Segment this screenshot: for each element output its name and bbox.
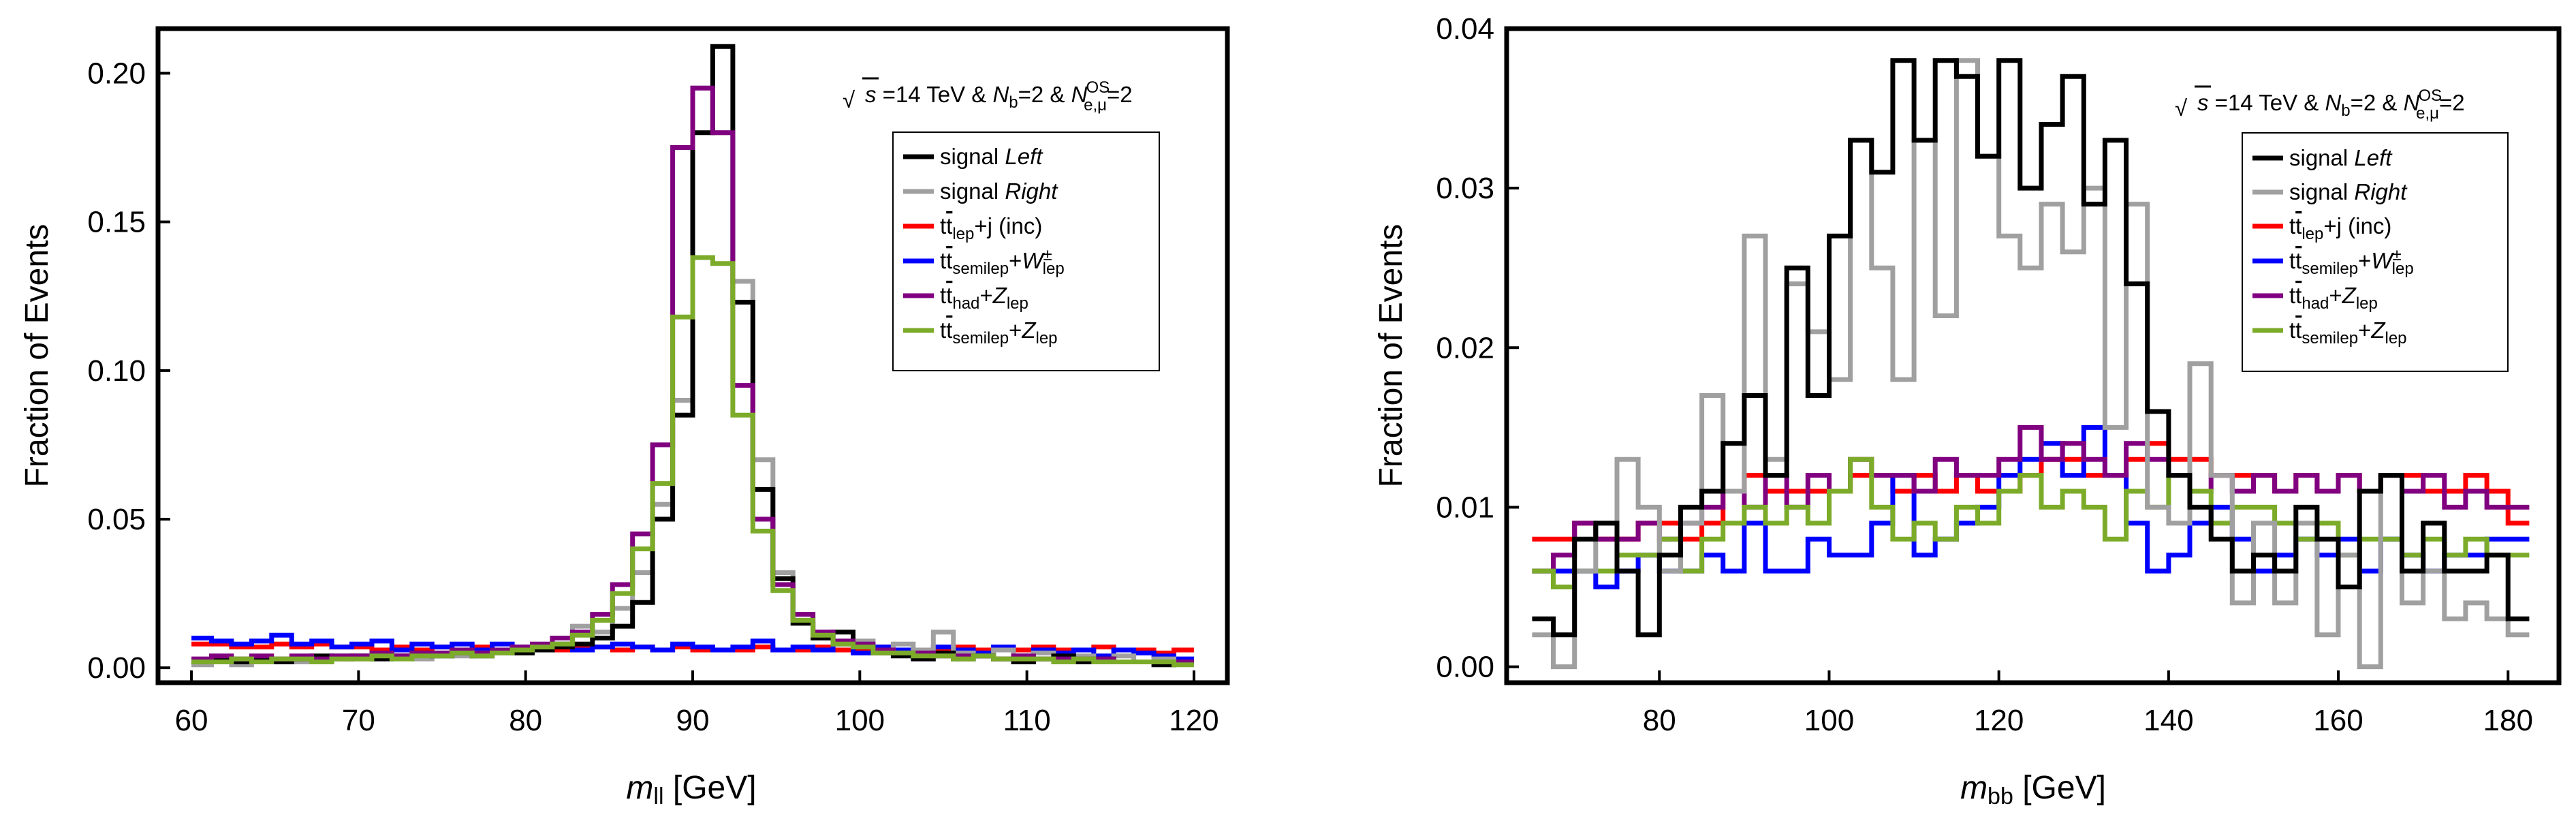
right-y-tick-label: 0.00	[1436, 651, 1494, 684]
right-y-tick-label: 0.02	[1436, 331, 1494, 365]
svg-text:ttlep+j (inc): ttlep+j (inc)	[940, 213, 1042, 243]
svg-text:ttlep+j (inc): ttlep+j (inc)	[2289, 213, 2391, 243]
left-legend-box	[892, 131, 1160, 371]
left-legend: signal Left signal Right ttlep+j (inc) t…	[892, 131, 1160, 371]
right-x-tick-label: 140	[2143, 704, 2193, 737]
legend-item-signal-left: signal Left	[2252, 145, 2393, 170]
svg-text:signal Left: signal Left	[940, 144, 1043, 169]
right-legend: signal Left signal Right ttlep+j (inc) t…	[2242, 132, 2509, 372]
left-x-tick-label: 100	[835, 704, 885, 737]
svg-text:√: √	[843, 87, 855, 112]
left-x-tick-label: 70	[342, 704, 375, 737]
left-x-axis-label: mll [GeV]	[626, 770, 756, 809]
left-series-group	[191, 44, 1194, 668]
left-annotation: √ s =14 TeV & Nb=2 & NOS e,μ=2	[843, 77, 1133, 114]
left-y-tick-label: 0.10	[87, 354, 146, 388]
legend-item-signal-right: signal Right	[903, 179, 1058, 204]
left-y-ticks: 0.00 0.05 0.10 0.15 0.20	[87, 57, 170, 685]
left-y-tick-label: 0.15	[87, 206, 146, 239]
left-y-axis-label: Fraction of Events	[19, 224, 55, 488]
legend-item-ttlep-j: ttlep+j (inc)	[2252, 213, 2391, 243]
left-x-tick-label: 60	[175, 704, 208, 737]
right-x-tick-label: 80	[1643, 704, 1676, 737]
right-series-signal-right	[1532, 58, 2530, 670]
left-y-tick-label: 0.20	[87, 57, 146, 90]
right-y-tick-label: 0.03	[1436, 172, 1494, 205]
legend-item-signal-left: signal Left	[903, 144, 1043, 169]
svg-text:√: √	[2175, 95, 2188, 121]
left-x-tick-label: 120	[1169, 704, 1219, 737]
svg-text:signal Left: signal Left	[2289, 145, 2393, 170]
right-x-tick-label: 100	[1804, 704, 1854, 737]
right-x-tick-label: 180	[2483, 704, 2533, 737]
right-series-signal-left	[1532, 58, 2530, 638]
left-series-tt-semilep-z-lep	[191, 255, 1194, 668]
left-plot-frame	[155, 26, 1230, 685]
right-series-group	[1532, 58, 2530, 670]
right-annotation: √ s =14 TeV & Nb=2 & NOS e,μ=2	[2175, 85, 2465, 123]
left-y-tick-label: 0.05	[87, 503, 146, 536]
right-legend-box	[2242, 132, 2509, 372]
right-x-axis-label: mbb [GeV]	[1960, 770, 2106, 809]
right-chart-panel: 80 100 120 140 160 180 0.00 0.01 0.02 0.03 0.04 F…	[1373, 12, 2562, 809]
svg-text:signal Right: signal Right	[2289, 179, 2408, 204]
left-x-tick-label: 90	[676, 704, 710, 737]
right-y-ticks: 0.00 0.01 0.02 0.03 0.04	[1436, 12, 1519, 684]
right-x-tick-label: 120	[1974, 704, 2024, 737]
left-y-tick-label: 0.00	[87, 651, 146, 685]
right-y-tick-label: 0.01	[1436, 491, 1494, 524]
right-x-ticks: 80 100 120 140 160 180	[1643, 670, 2533, 737]
left-x-tick-label: 110	[1003, 704, 1051, 737]
right-y-axis-label: Fraction of Events	[1373, 224, 1409, 488]
right-plot-frame	[1504, 26, 2562, 685]
left-x-ticks: 60 70 80 90 100 110 120	[175, 670, 1219, 737]
legend-item-ttlep-j: ttlep+j (inc)	[903, 213, 1042, 243]
left-chart-panel: 60 70 80 90 100 110 120 0.00 0.05 0.10 0.15 0.20 F…	[19, 26, 1230, 809]
right-y-tick-label: 0.04	[1436, 12, 1494, 46]
right-x-tick-label: 160	[2313, 704, 2363, 737]
legend-item-signal-right: signal Right	[2252, 179, 2408, 204]
left-x-tick-label: 80	[509, 704, 542, 737]
svg-text:signal Right: signal Right	[940, 179, 1058, 204]
